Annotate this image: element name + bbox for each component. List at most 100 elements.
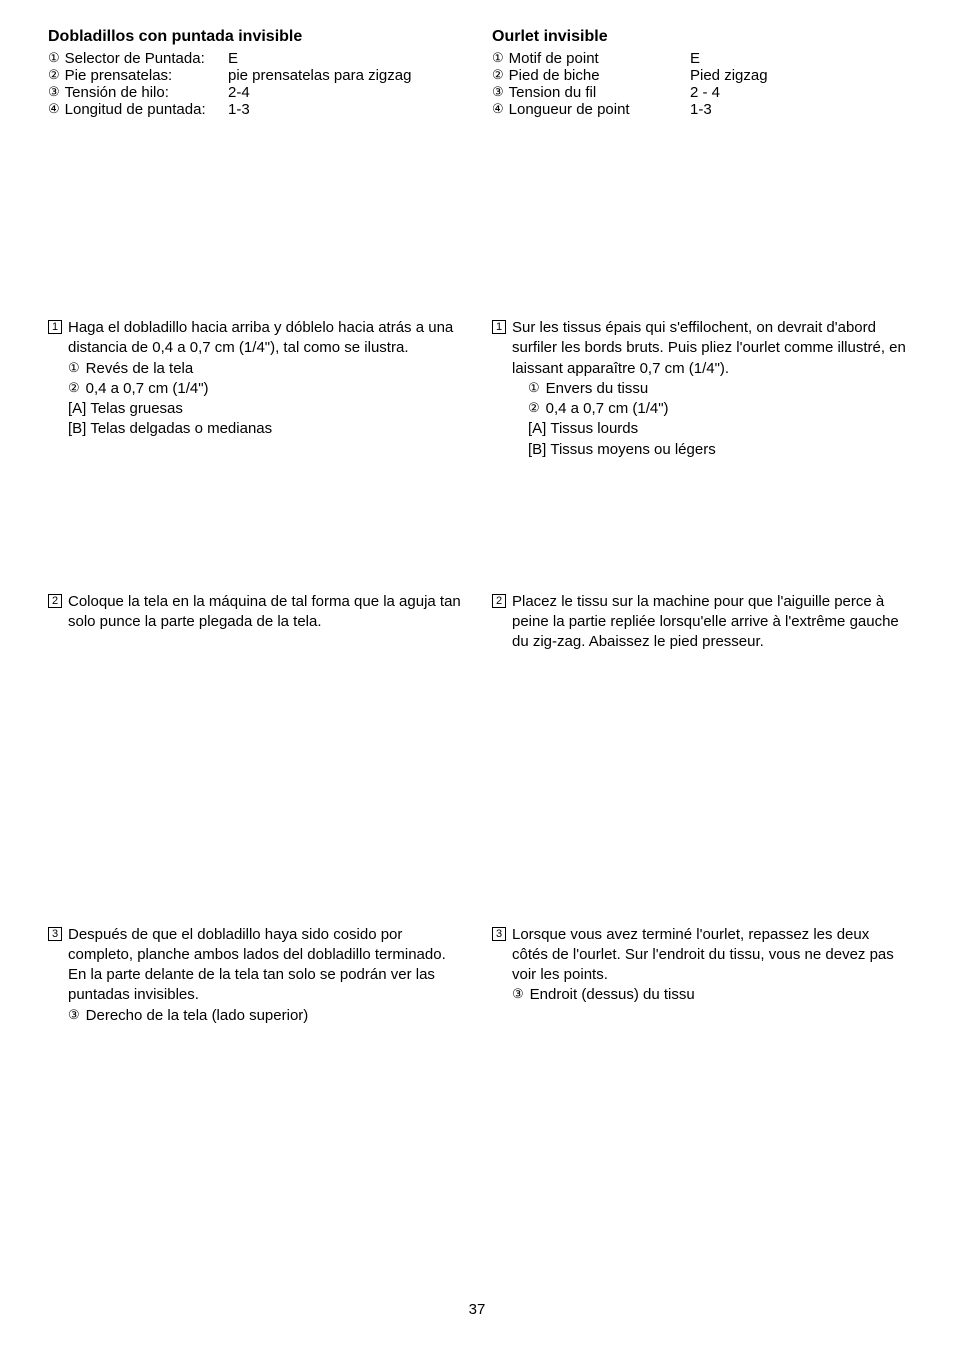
circled-num: ④	[492, 101, 504, 117]
setting-value: pie prensatelas para zigzag	[228, 67, 411, 84]
left-step2: 2 Coloque la tela en la máquina de tal f…	[48, 592, 462, 665]
step1-columns: 1 Haga el dobladillo hacia arriba y dóbl…	[48, 318, 906, 472]
setting-label: ② Pie prensatelas:	[48, 67, 220, 84]
page-number: 37	[0, 1301, 954, 1318]
setting-value: 2-4	[228, 84, 250, 101]
sub-text: Derecho de la tela (lado superior)	[86, 1006, 309, 1026]
sub-item: [A]Telas gruesas	[68, 399, 462, 419]
step-number-box: 1	[48, 320, 62, 334]
step-block: 3 Lorsque vous avez terminé l'ourlet, re…	[492, 925, 906, 1006]
circled-num: ②	[48, 67, 60, 83]
left-step1: 1 Haga el dobladillo hacia arriba y dóbl…	[48, 318, 462, 472]
circled-num: ①	[48, 50, 60, 66]
sub-mark: ①	[68, 359, 80, 377]
step3-columns: 3 Después de que el dobladillo haya sido…	[48, 925, 906, 1038]
sub-mark: [B]	[68, 419, 86, 439]
circled-num: ②	[492, 67, 504, 83]
step-block: 3 Después de que el dobladillo haya sido…	[48, 925, 462, 1026]
spacer	[48, 118, 906, 318]
step-body: Después de que el dobladillo haya sido c…	[68, 925, 462, 1026]
sub-mark: ③	[68, 1006, 80, 1024]
step-text: Coloque la tela en la máquina de tal for…	[68, 592, 462, 633]
right-column-header: Ourlet invisible ①Motif de point E ②Pied…	[492, 28, 906, 118]
spacer	[48, 665, 906, 925]
label-text: Pie prensatelas:	[65, 67, 173, 84]
circled-num: ①	[492, 50, 504, 66]
circled-num: ③	[492, 84, 504, 100]
sub-text: Tissus lourds	[550, 419, 638, 439]
sub-mark: ③	[512, 985, 524, 1003]
label-text: Pied de biche	[509, 67, 600, 84]
setting-label: ② Pied de biche	[492, 67, 682, 84]
label-text: Motif de point	[509, 50, 599, 67]
step2-columns: 2 Coloque la tela en la máquina de tal f…	[48, 592, 906, 665]
sub-mark: ①	[528, 379, 540, 397]
setting-value: 1-3	[690, 101, 712, 118]
sub-item: ① Revés de la tela	[68, 359, 462, 379]
setting-row: ①Selector de Puntada: E	[48, 50, 462, 67]
circled-num: ④	[48, 101, 60, 117]
setting-row: ② Pied de biche Pied zigzag	[492, 67, 906, 84]
sub-item: [B]Telas delgadas o medianas	[68, 419, 462, 439]
setting-row: ② Pie prensatelas: pie prensatelas para z…	[48, 67, 462, 84]
sub-text: Tissus moyens ou légers	[550, 440, 715, 460]
right-settings: ①Motif de point E ②Pied de biche Pied zi…	[492, 50, 906, 118]
top-header-columns: Dobladillos con puntada invisible ①Selec…	[48, 28, 906, 118]
sub-mark: [A]	[528, 419, 546, 439]
step-text-2: En la parte delante de la tela tan solo …	[68, 965, 462, 1006]
step-block: 1 Haga el dobladillo hacia arriba y dóbl…	[48, 318, 462, 440]
setting-label: ④ Longitud de puntada:	[48, 101, 220, 118]
sub-text: Telas delgadas o medianas	[90, 419, 272, 439]
left-settings: ①Selector de Puntada: E ②Pie prensatelas…	[48, 50, 462, 118]
step-text: Placez le tissu sur la machine pour que …	[512, 592, 906, 653]
step-number-box: 1	[492, 320, 506, 334]
step-body: Coloque la tela en la máquina de tal for…	[68, 592, 462, 633]
right-step3: 3 Lorsque vous avez terminé l'ourlet, re…	[492, 925, 906, 1038]
setting-label: ④ Longueur de point	[492, 101, 682, 118]
step-block: 2 Placez le tissu sur la machine pour qu…	[492, 592, 906, 653]
spacer	[48, 472, 906, 592]
label-text: Selector de Puntada:	[65, 50, 205, 67]
left-step3: 3 Después de que el dobladillo haya sido…	[48, 925, 462, 1038]
setting-row: ③Tension du fil 2 - 4	[492, 84, 906, 101]
setting-label: ③Tension du fil	[492, 84, 682, 101]
circled-num: ③	[48, 84, 60, 100]
sub-item: ②0,4 a 0,7 cm (1/4")	[68, 379, 462, 399]
sub-item: ③ Derecho de la tela (lado superior)	[68, 1006, 462, 1026]
step-number-box: 2	[48, 594, 62, 608]
sub-text: 0,4 a 0,7 cm (1/4")	[546, 399, 669, 419]
sub-item: ① Envers du tissu	[528, 379, 906, 399]
step-text: Haga el dobladillo hacia arriba y dóblel…	[68, 318, 462, 359]
right-step1: 1 Sur les tissus épais qui s'effilochent…	[492, 318, 906, 472]
sub-item: [B]Tissus moyens ou légers	[528, 440, 906, 460]
right-title: Ourlet invisible	[492, 28, 906, 46]
sub-mark: ②	[68, 379, 80, 397]
step-block: 2 Coloque la tela en la máquina de tal f…	[48, 592, 462, 633]
sub-mark: [B]	[528, 440, 546, 460]
sub-text: Envers du tissu	[546, 379, 649, 399]
setting-label: ① Motif de point	[492, 50, 682, 67]
step-text-1: Después de que el dobladillo haya sido c…	[68, 925, 462, 966]
setting-row: ④Longitud de puntada: 1-3	[48, 101, 462, 118]
setting-row: ④ Longueur de point 1-3	[492, 101, 906, 118]
step-number-box: 2	[492, 594, 506, 608]
setting-value: 2 - 4	[690, 84, 720, 101]
step-number-box: 3	[492, 927, 506, 941]
right-step2: 2 Placez le tissu sur la machine pour qu…	[492, 592, 906, 665]
setting-value: Pied zigzag	[690, 67, 768, 84]
label-text: Longitud de puntada:	[65, 101, 206, 118]
setting-row: ①Motif de point E	[492, 50, 906, 67]
label-text: Tensión de hilo:	[65, 84, 169, 101]
step-body: Lorsque vous avez terminé l'ourlet, repa…	[512, 925, 906, 1006]
step-body: Placez le tissu sur la machine pour que …	[512, 592, 906, 653]
step-text: Sur les tissus épais qui s'effilochent, …	[512, 318, 906, 379]
sub-item: [A]Tissus lourds	[528, 419, 906, 439]
sub-text: Revés de la tela	[86, 359, 194, 379]
step-block: 1 Sur les tissus épais qui s'effilochent…	[492, 318, 906, 460]
step-body: Sur les tissus épais qui s'effilochent, …	[512, 318, 906, 460]
label-text: Longueur de point	[509, 101, 630, 118]
sub-item: ② 0,4 a 0,7 cm (1/4")	[528, 399, 906, 419]
sub-mark: ②	[528, 399, 540, 417]
step-body: Haga el dobladillo hacia arriba y dóblel…	[68, 318, 462, 440]
setting-label: ③ Tensión de hilo:	[48, 84, 220, 101]
